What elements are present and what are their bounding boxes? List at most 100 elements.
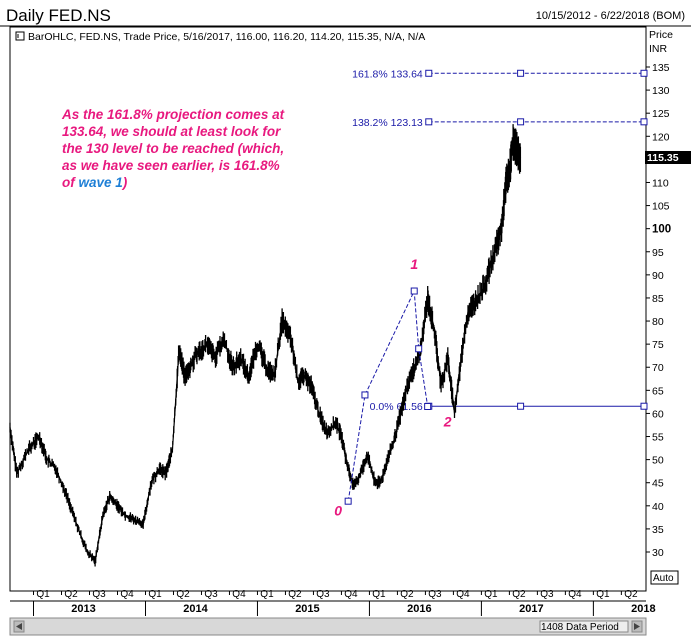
- annotation-line-1: As the 161.8% projection comes at: [61, 107, 285, 122]
- date-range: 10/15/2012 - 6/22/2018 (BOM): [536, 10, 685, 22]
- x-quarter-label: Q4: [232, 589, 246, 600]
- chart-title: Daily FED.NS: [6, 6, 111, 25]
- wave-handle[interactable]: [415, 345, 423, 353]
- annotation-line-4: as we have seen earlier, is 161.8%: [62, 158, 280, 173]
- x-year-label: 2015: [295, 603, 319, 615]
- y-axis: 3035404550556065707580859095100105110115…: [646, 62, 671, 559]
- x-quarter-label: Q2: [624, 589, 638, 600]
- fib-handle[interactable]: [517, 69, 525, 77]
- x-quarter-label: Q4: [120, 589, 134, 600]
- fib-handle[interactable]: [425, 118, 433, 126]
- x-year-label: 2014: [183, 603, 208, 615]
- fib-handle[interactable]: [425, 69, 433, 77]
- x-year-label: 2013: [71, 603, 95, 615]
- y-tick-label: 120: [652, 131, 670, 143]
- y-tick-label: 130: [652, 85, 670, 97]
- annotation-line-5: of wave 1): [62, 175, 128, 190]
- price-line: [9, 138, 522, 563]
- fib-handle[interactable]: [517, 118, 525, 126]
- annotation-line-5-prefix: of: [62, 175, 79, 190]
- y-tick-label: 65: [652, 385, 664, 397]
- x-quarter-label: Q3: [316, 589, 330, 600]
- fib-label: 161.8% 133.64: [352, 68, 423, 80]
- x-quarter-label: Q3: [204, 589, 218, 600]
- price-series: [9, 124, 522, 567]
- y-tick-label: 45: [652, 478, 664, 490]
- y-tick-label: 100: [652, 224, 671, 236]
- wave-label-2: 2: [443, 414, 452, 430]
- price-bars: [9, 124, 522, 567]
- x-quarter-label: Q4: [568, 589, 582, 600]
- y-tick-label: 135: [652, 62, 670, 74]
- data-period-label: 1408 Data Period: [541, 622, 619, 633]
- y-tick-label: 35: [652, 524, 664, 536]
- y-tick-label: 110: [652, 177, 669, 189]
- annotation-line-2: 133.64, we should at least look for: [62, 124, 281, 139]
- scroll-left-icon: [16, 623, 22, 630]
- y-tick-label: 95: [652, 247, 664, 259]
- x-quarter-label: Q1: [36, 589, 50, 600]
- fib-handle[interactable]: [640, 69, 648, 77]
- y-tick-label: 55: [652, 432, 664, 444]
- auto-scale-label: Auto: [653, 573, 674, 584]
- last-price-badge: 115.35: [647, 152, 679, 164]
- annotation-text: As the 161.8% projection comes at 133.64…: [61, 107, 285, 190]
- fib-levels: 161.8% 133.64 138.2% 123.13 0.0% 61.56: [352, 68, 648, 413]
- period-scrollbar[interactable]: [9, 617, 647, 636]
- x-quarter-label: Q1: [596, 589, 610, 600]
- wave-path: 0 1 2: [334, 256, 452, 519]
- wave-handle[interactable]: [361, 391, 369, 399]
- currency-axis-label: INR: [649, 43, 668, 55]
- wave-handle[interactable]: [410, 287, 418, 295]
- x-quarter-label: Q3: [540, 589, 554, 600]
- y-tick-label: 70: [652, 362, 664, 374]
- x-quarter-label: Q1: [372, 589, 386, 600]
- x-quarter-label: Q2: [512, 589, 526, 600]
- legend-line: BarOHLC, FED.NS, Trade Price, 5/16/2017,…: [15, 31, 425, 43]
- fib-handle[interactable]: [640, 118, 648, 126]
- fib-label: 0.0% 61.56: [370, 401, 423, 413]
- price-axis-label: Price: [649, 29, 673, 41]
- x-quarter-label: Q2: [64, 589, 78, 600]
- x-quarter-label: Q4: [456, 589, 470, 600]
- scroll-thumb[interactable]: [539, 620, 629, 633]
- fib-handle[interactable]: [640, 402, 648, 410]
- wave-handle[interactable]: [424, 403, 432, 410]
- legend-icon: [15, 31, 25, 41]
- annotation-line-5-suffix: ): [121, 175, 128, 190]
- fib-label: 138.2% 123.13: [352, 117, 423, 129]
- wave-label-1: 1: [410, 256, 418, 272]
- scroll-right-icon: [634, 623, 640, 630]
- x-quarter-label: Q2: [176, 589, 190, 600]
- x-quarter-label: Q3: [428, 589, 442, 600]
- y-tick-label: 125: [652, 108, 670, 120]
- x-quarter-label: Q2: [288, 589, 302, 600]
- x-quarter-label: Q1: [484, 589, 498, 600]
- x-quarter-label: Q1: [148, 589, 162, 600]
- x-year-label: 2016: [407, 603, 431, 615]
- auto-scale-button[interactable]: [650, 570, 679, 585]
- y-tick-label: 60: [652, 408, 664, 420]
- x-quarter-label: Q2: [400, 589, 414, 600]
- x-quarter-label: Q4: [344, 589, 358, 600]
- legend-text: BarOHLC, FED.NS, Trade Price, 5/16/2017,…: [28, 31, 425, 43]
- y-tick-label: 80: [652, 316, 664, 328]
- annotation-wave-link[interactable]: wave 1: [79, 175, 123, 190]
- y-tick-label: 50: [652, 455, 664, 467]
- x-year-label: 2017: [519, 603, 543, 615]
- y-tick-label: 40: [652, 501, 664, 513]
- plot-frame: [9, 26, 647, 592]
- wave-label-0: 0: [334, 503, 342, 519]
- x-quarter-label: Q1: [260, 589, 274, 600]
- x-year-label: 2018: [631, 603, 655, 615]
- fib-handle[interactable]: [517, 402, 525, 410]
- x-axis: Q1 Q2 Q3 Q4 Q1 Q2 Q3 Q4 Q1 Q2 Q3 Q4 Q1 Q2 Q3 Q4 Q1 Q2 Q3 Q4…: [10, 589, 656, 616]
- y-tick-label: 90: [652, 270, 664, 282]
- y-tick-label: 105: [652, 201, 670, 213]
- last-price-badge-bg: [645, 151, 691, 164]
- y-tick-label: 30: [652, 547, 664, 559]
- y-tick-label: 85: [652, 293, 664, 305]
- wave-handle[interactable]: [344, 497, 352, 505]
- x-quarter-label: Q3: [92, 589, 106, 600]
